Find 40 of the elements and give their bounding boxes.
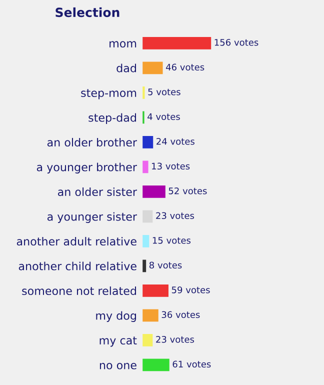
data-label: 24 votes (156, 138, 194, 145)
y-tick-label: dad (116, 64, 136, 72)
y-tick-label: no one (100, 362, 136, 370)
y-tick-label: an older brother (47, 138, 138, 147)
y-tick-label: a younger brother (36, 162, 138, 174)
y-tick-label: step-mom (81, 89, 136, 100)
bar (142, 36, 212, 50)
bar (142, 185, 166, 198)
bar (142, 334, 153, 346)
bar (142, 136, 154, 148)
bar (142, 234, 150, 248)
data-label: 13 votes (152, 162, 190, 170)
y-tick-label: step-dad (88, 113, 136, 124)
data-label: 61 votes (172, 360, 211, 368)
data-label: 156 votes (214, 38, 258, 46)
data-label: 23 votes (156, 212, 194, 220)
y-tick-label: mom (110, 41, 136, 48)
data-label: 8 votes (149, 262, 182, 269)
y-tick-label: my cat (100, 336, 137, 347)
y-tick-label: my dog (96, 311, 136, 322)
bar (142, 309, 158, 322)
y-tick-label: a younger sister (47, 212, 138, 223)
chart-title: Selection (56, 7, 120, 18)
y-tick-label: another child relative (18, 262, 136, 270)
bar (142, 160, 148, 174)
data-label: 5 votes (148, 88, 180, 96)
data-label: 59 votes (172, 286, 210, 294)
bar (142, 62, 163, 74)
y-tick-label: someone not related (22, 286, 136, 296)
data-label: 52 votes (168, 187, 207, 194)
bar (142, 358, 170, 372)
y-tick-label: another adult relative (16, 236, 136, 246)
bar (142, 210, 153, 223)
data-label: 15 votes (152, 237, 191, 244)
data-label: 36 votes (162, 311, 200, 318)
data-label: 4 votes (148, 113, 180, 120)
data-label: 23 votes (156, 336, 194, 343)
bar (142, 284, 168, 297)
y-tick-label: an older sister (58, 187, 138, 196)
data-label: 46 votes (166, 64, 204, 71)
